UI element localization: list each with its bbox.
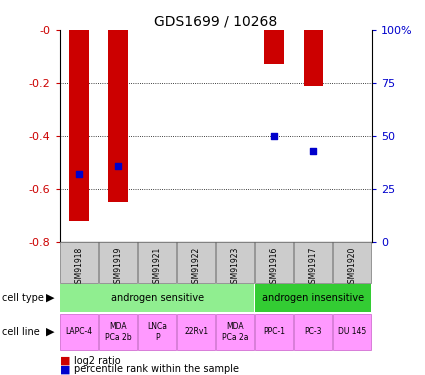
Text: LAPC-4: LAPC-4	[65, 327, 93, 336]
Bar	[60, 284, 254, 312]
Bar	[333, 314, 371, 350]
Bar	[255, 284, 371, 312]
Text: percentile rank within the sample: percentile rank within the sample	[74, 364, 239, 374]
Text: GSM91917: GSM91917	[309, 247, 318, 288]
Text: LNCa
P: LNCa P	[147, 322, 167, 342]
Text: ■: ■	[60, 356, 70, 366]
Text: GSM91922: GSM91922	[192, 247, 201, 288]
Bar	[255, 242, 293, 283]
Bar	[294, 242, 332, 283]
Bar	[294, 314, 332, 350]
Text: MDA
PCa 2a: MDA PCa 2a	[222, 322, 249, 342]
Text: ▶: ▶	[46, 327, 54, 337]
Text: GSM91923: GSM91923	[231, 247, 240, 288]
Bar	[138, 314, 176, 350]
Text: androgen insensitive: androgen insensitive	[262, 293, 364, 303]
Text: 22Rv1: 22Rv1	[184, 327, 208, 336]
Bar	[303, 30, 323, 86]
Point	[271, 133, 278, 139]
Text: cell line: cell line	[2, 327, 40, 337]
Text: GSM91918: GSM91918	[74, 247, 84, 288]
Bar	[177, 242, 215, 283]
Text: ▶: ▶	[46, 293, 54, 303]
Text: log2 ratio: log2 ratio	[74, 356, 121, 366]
Bar	[60, 314, 98, 350]
Bar	[216, 314, 254, 350]
Text: GSM91916: GSM91916	[270, 247, 279, 288]
Title: GDS1699 / 10268: GDS1699 / 10268	[154, 15, 277, 29]
Text: GSM91920: GSM91920	[348, 247, 357, 288]
Bar	[138, 242, 176, 283]
Bar	[99, 314, 137, 350]
Point	[76, 171, 82, 177]
Bar	[264, 30, 284, 64]
Text: GSM91919: GSM91919	[113, 247, 122, 288]
Text: DU 145: DU 145	[338, 327, 366, 336]
Bar	[216, 242, 254, 283]
Point	[115, 163, 122, 169]
Text: PC-3: PC-3	[305, 327, 322, 336]
Bar	[108, 30, 128, 202]
Bar	[69, 30, 89, 220]
Bar	[177, 314, 215, 350]
Bar	[255, 314, 293, 350]
Text: GSM91921: GSM91921	[153, 247, 162, 288]
Text: ■: ■	[60, 364, 70, 374]
Bar	[99, 242, 137, 283]
Text: cell type: cell type	[2, 293, 44, 303]
Text: PPC-1: PPC-1	[263, 327, 285, 336]
Point	[310, 148, 317, 154]
Text: androgen sensitive: androgen sensitive	[110, 293, 204, 303]
Bar	[333, 242, 371, 283]
Bar	[60, 242, 98, 283]
Text: MDA
PCa 2b: MDA PCa 2b	[105, 322, 131, 342]
